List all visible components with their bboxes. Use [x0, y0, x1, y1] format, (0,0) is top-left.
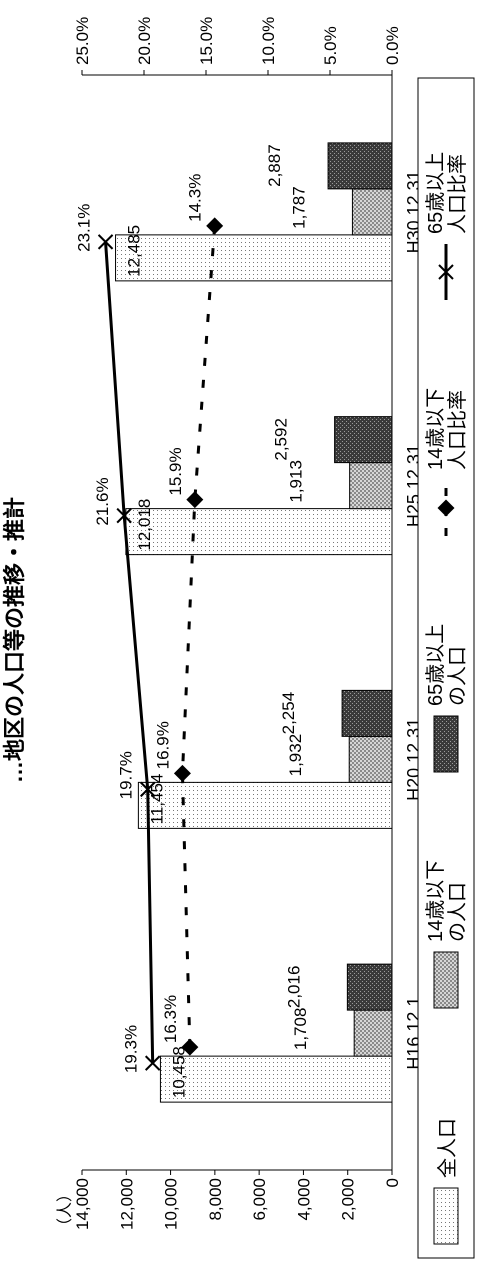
- over-65-bar: [346, 963, 393, 1011]
- under-14-ratio-label: 15.9%: [166, 447, 185, 495]
- over-65-label: 2,254: [279, 692, 298, 735]
- legend-swatch-over-65: [433, 715, 459, 773]
- over-65-ratio-marker: [140, 781, 156, 798]
- total-population-label: 12,018: [135, 499, 154, 551]
- under-14-label: 1,787: [289, 186, 308, 229]
- legend-swatch-over-65-ratio: [438, 244, 454, 300]
- legend-label: 全人口: [436, 1118, 459, 1178]
- over-65-ratio-label: 19.3%: [122, 1025, 141, 1073]
- plot-area: 0 2,000 4,000 6,000 8,000 10,000 12,000 14,000 0…: [73, 17, 424, 1230]
- over-65-bar: [334, 416, 393, 464]
- over-65-bar: [341, 689, 393, 737]
- legend-swatch-total: [433, 1187, 459, 1245]
- under-14-bar: [348, 735, 393, 783]
- right-axis-tick-label: 25.0%: [73, 17, 92, 65]
- under-14-ratio-marker: [186, 491, 204, 509]
- under-14-label: 1,913: [287, 460, 306, 503]
- left-axis-tick-label: 0: [383, 1178, 402, 1187]
- under-14-ratio-marker: [206, 217, 224, 235]
- legend-label: 14歳以下: [424, 388, 447, 470]
- legend-box: [417, 77, 475, 1259]
- left-axis-unit: （人）: [56, 1186, 74, 1234]
- right-axis-tick-label: 5.0%: [321, 26, 340, 65]
- over-65-ratio-marker: [97, 234, 114, 250]
- legend-label: 65歳以上: [424, 624, 447, 706]
- under-14-label: 1,708: [291, 1008, 310, 1051]
- right-axis-tick-label: 10.0%: [259, 17, 278, 65]
- legend-x-marker: [438, 264, 454, 280]
- legend-swatch-under-14: [433, 951, 459, 1009]
- left-axis-tick-label: 2,000: [339, 1178, 358, 1221]
- over-65-ratio-marker: [144, 1055, 161, 1071]
- legend-label: 14歳以下: [424, 860, 447, 942]
- over-65-ratio-label: 23.1%: [75, 204, 94, 252]
- total-population-bar: [125, 508, 393, 556]
- under-14-bar: [351, 188, 393, 236]
- left-axis-tick-label: 6,000: [250, 1178, 269, 1221]
- over-65-ratio-label: 19.7%: [117, 751, 136, 799]
- over-65-label: 2,016: [284, 966, 303, 1009]
- right-axis-tick-label: 0.0%: [383, 26, 402, 65]
- total-population-bar: [159, 1055, 393, 1103]
- over-65-bar: [327, 142, 393, 190]
- under-14-ratio-marker: [173, 764, 191, 782]
- legend-label: の人口: [446, 646, 469, 706]
- left-axis-tick-label: 14,000: [73, 1178, 92, 1230]
- chart-title: …地区の人口等の推移・推計: [2, 497, 27, 783]
- over-65-label: 2,887: [265, 144, 284, 187]
- left-axis-tick-label: 8,000: [206, 1178, 225, 1221]
- over-65-ratio-label: 21.6%: [93, 477, 112, 525]
- over-65-label: 2,592: [272, 418, 291, 461]
- over-65-ratio-marker: [116, 507, 132, 524]
- right-axis-tick-label: 15.0%: [197, 17, 216, 65]
- under-14-ratio-label: 16.9%: [153, 721, 172, 769]
- under-14-label: 1,932: [286, 734, 305, 777]
- legend-label: 人口比率: [446, 390, 469, 470]
- under-14-bar: [353, 1009, 393, 1057]
- left-axis-tick-label: 4,000: [294, 1178, 313, 1221]
- right-axis-tick-label: 20.0%: [135, 17, 154, 65]
- over-65-ratio-line: [104, 241, 155, 1064]
- total-population-label: 12,485: [125, 225, 144, 277]
- left-axis-tick-label: 10,000: [162, 1178, 181, 1230]
- legend-label: の人口: [446, 882, 469, 942]
- total-population-bar: [115, 234, 393, 282]
- under-14-ratio-label: 14.3%: [186, 174, 205, 222]
- total-population-label: 11,454: [147, 774, 166, 825]
- legend-label: 65歳以上: [424, 152, 447, 234]
- total-population-label: 10,458: [169, 1046, 188, 1098]
- under-14-ratio-line: [180, 225, 217, 1048]
- left-axis-tick-label: 12,000: [117, 1178, 136, 1230]
- under-14-bar: [349, 462, 393, 510]
- total-population-bar: [137, 781, 393, 829]
- legend-label: 人口比率: [446, 154, 469, 234]
- under-14-ratio-label: 16.3%: [161, 995, 180, 1043]
